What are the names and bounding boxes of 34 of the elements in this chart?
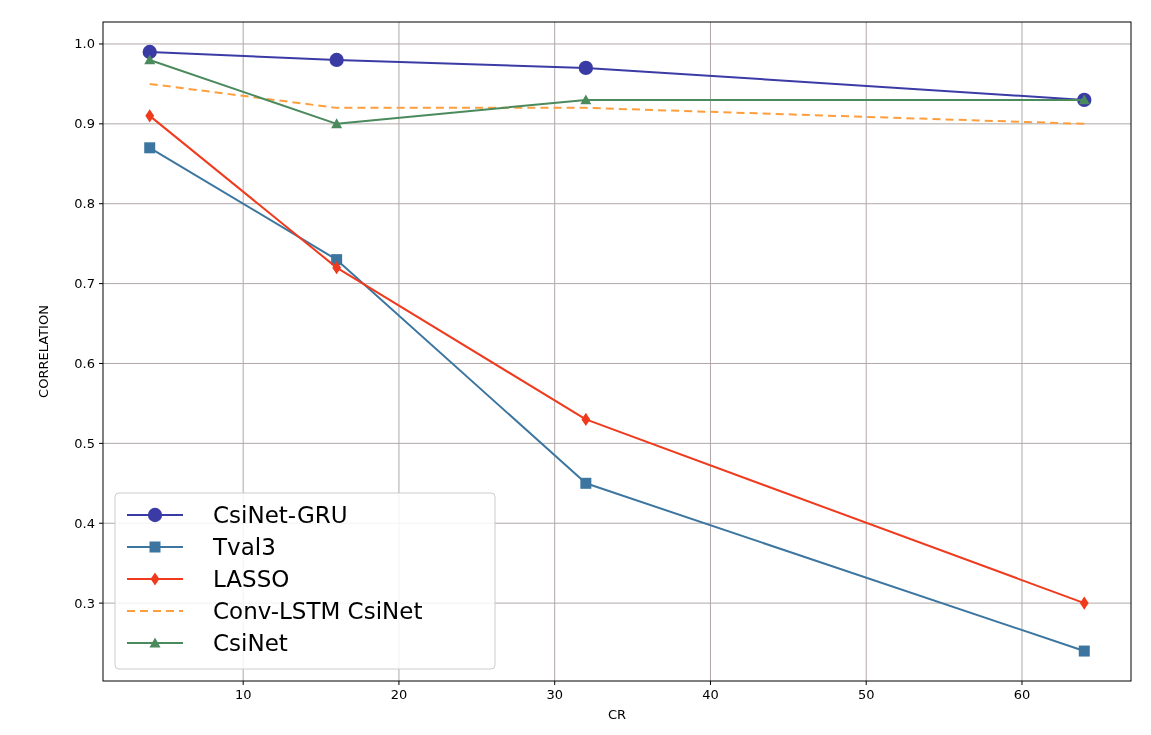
x-tick-label: 50 (857, 687, 875, 702)
x-tick-label: 30 (546, 687, 563, 702)
point (578, 60, 593, 76)
legend-label: CsiNet-GRU (213, 502, 348, 528)
y-tick-label: 0.5 (74, 435, 95, 451)
y-tick-label: 0.3 (74, 595, 95, 611)
point (580, 94, 592, 105)
point (1079, 596, 1089, 610)
point (581, 412, 591, 426)
legend-label: Tval3 (212, 534, 276, 560)
y-tick-label: 0.6 (74, 355, 95, 371)
y-axis-title: CORRELATION (36, 305, 51, 398)
y-tick-label: 1.0 (74, 36, 95, 52)
x-tick-label: 20 (390, 687, 408, 702)
point (144, 54, 156, 65)
point (580, 477, 592, 489)
legend-label: CsiNet (213, 630, 288, 656)
x-tick-label: 40 (702, 687, 719, 702)
legend-label: Conv-LSTM CsiNet (213, 598, 423, 624)
x-axis-title: CR (607, 707, 627, 722)
legend-label: LASSO (213, 566, 290, 592)
point (1078, 645, 1090, 657)
point (145, 109, 155, 123)
point (329, 52, 344, 68)
point (331, 118, 343, 129)
y-tick-label: 0.7 (74, 276, 95, 292)
y-tick-label: 0.8 (74, 196, 95, 212)
y-tick-label: 0.4 (74, 515, 95, 531)
x-tick-label: 10 (234, 687, 252, 702)
point (142, 44, 157, 60)
point (144, 142, 156, 154)
x-tick-label: 60 (1013, 687, 1031, 702)
point (332, 261, 342, 275)
y-tick-label: 0.9 (74, 116, 95, 132)
